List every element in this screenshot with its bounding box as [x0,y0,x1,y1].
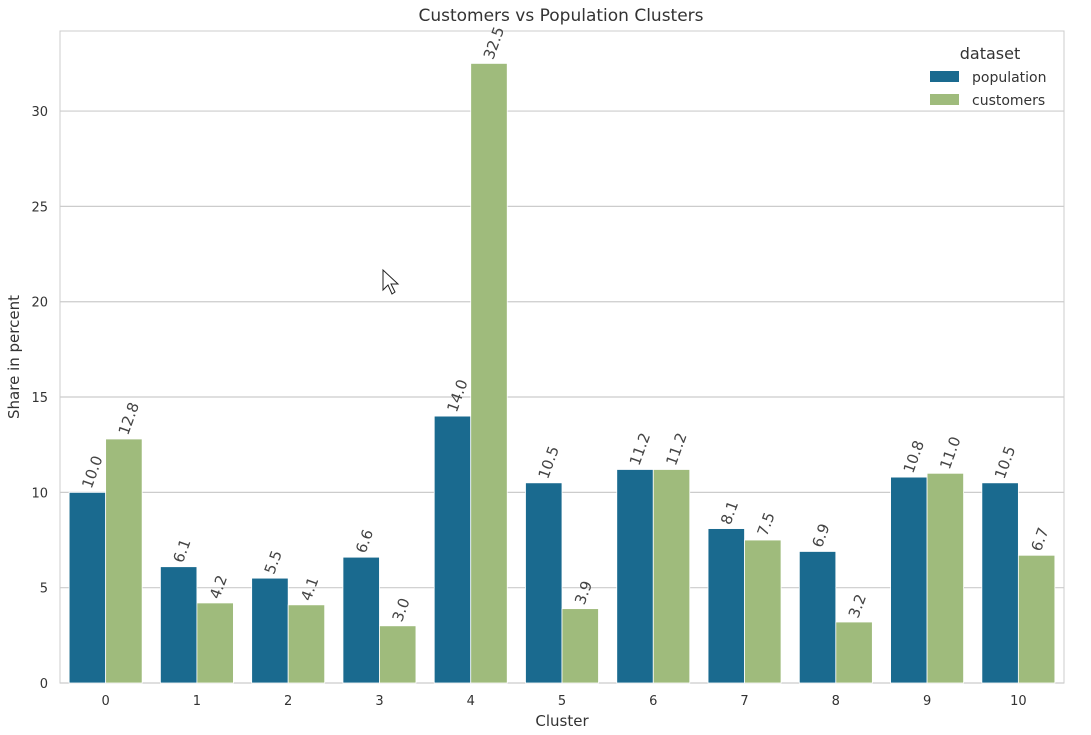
y-axis-ticks: 0 5 10 15 20 25 30 [31,105,48,692]
bar-customers [561,608,599,684]
bars [68,63,1056,684]
legend-title: dataset [960,44,1021,63]
x-tick-label: 8 [832,694,840,709]
x-tick-label: 4 [467,694,475,709]
legend-swatch-customers [930,94,959,105]
y-tick-label: 5 [40,582,48,597]
bar-customers [835,621,873,684]
y-tick-label: 30 [31,105,48,120]
chart-title: Customers vs Population Clusters [418,6,703,26]
x-tick-label: 3 [375,694,383,709]
bar-customers [287,604,326,684]
bar-customers [652,469,691,684]
bar-customers [105,438,143,684]
legend-swatch-population [930,71,959,82]
y-tick-label: 20 [31,296,48,311]
bar-population [981,482,1019,684]
x-tick-label: 1 [193,694,201,709]
mouse-cursor-icon [382,268,400,295]
x-tick-label: 6 [649,694,657,709]
x-tick-label: 7 [740,694,748,709]
bar-population [707,528,745,684]
x-axis-label: Cluster [535,712,589,730]
bar-population [433,415,472,684]
bar-population [68,491,107,684]
y-tick-label: 0 [40,677,48,692]
y-tick-label: 15 [31,391,48,406]
bar-population [525,482,563,684]
bar-population [160,566,198,684]
x-tick-label: 0 [101,694,109,709]
x-tick-label: 10 [1010,694,1027,709]
legend: dataset population customers [930,44,1047,109]
x-tick-label: 9 [923,694,931,709]
bar-customers [470,63,508,684]
x-axis-ticks: 0 1 2 3 4 5 6 7 8 9 10 [101,694,1026,709]
bar-customers [196,602,234,684]
bar-customers [744,539,782,684]
bar-customers [926,472,964,684]
bar-population [890,476,928,684]
bar-population [342,556,380,684]
y-axis-label: Share in percent [5,295,23,419]
legend-label-customers: customers [972,93,1045,109]
bar-customers [1017,554,1056,684]
y-tick-label: 25 [31,200,48,215]
legend-label-population: population [972,70,1047,86]
bar-population [798,551,837,684]
y-tick-label: 10 [31,486,48,501]
x-tick-label: 2 [284,694,292,709]
bar-population [251,577,289,684]
bar-population [616,469,654,684]
x-tick-label: 5 [558,694,566,709]
bar-customers [379,625,417,684]
